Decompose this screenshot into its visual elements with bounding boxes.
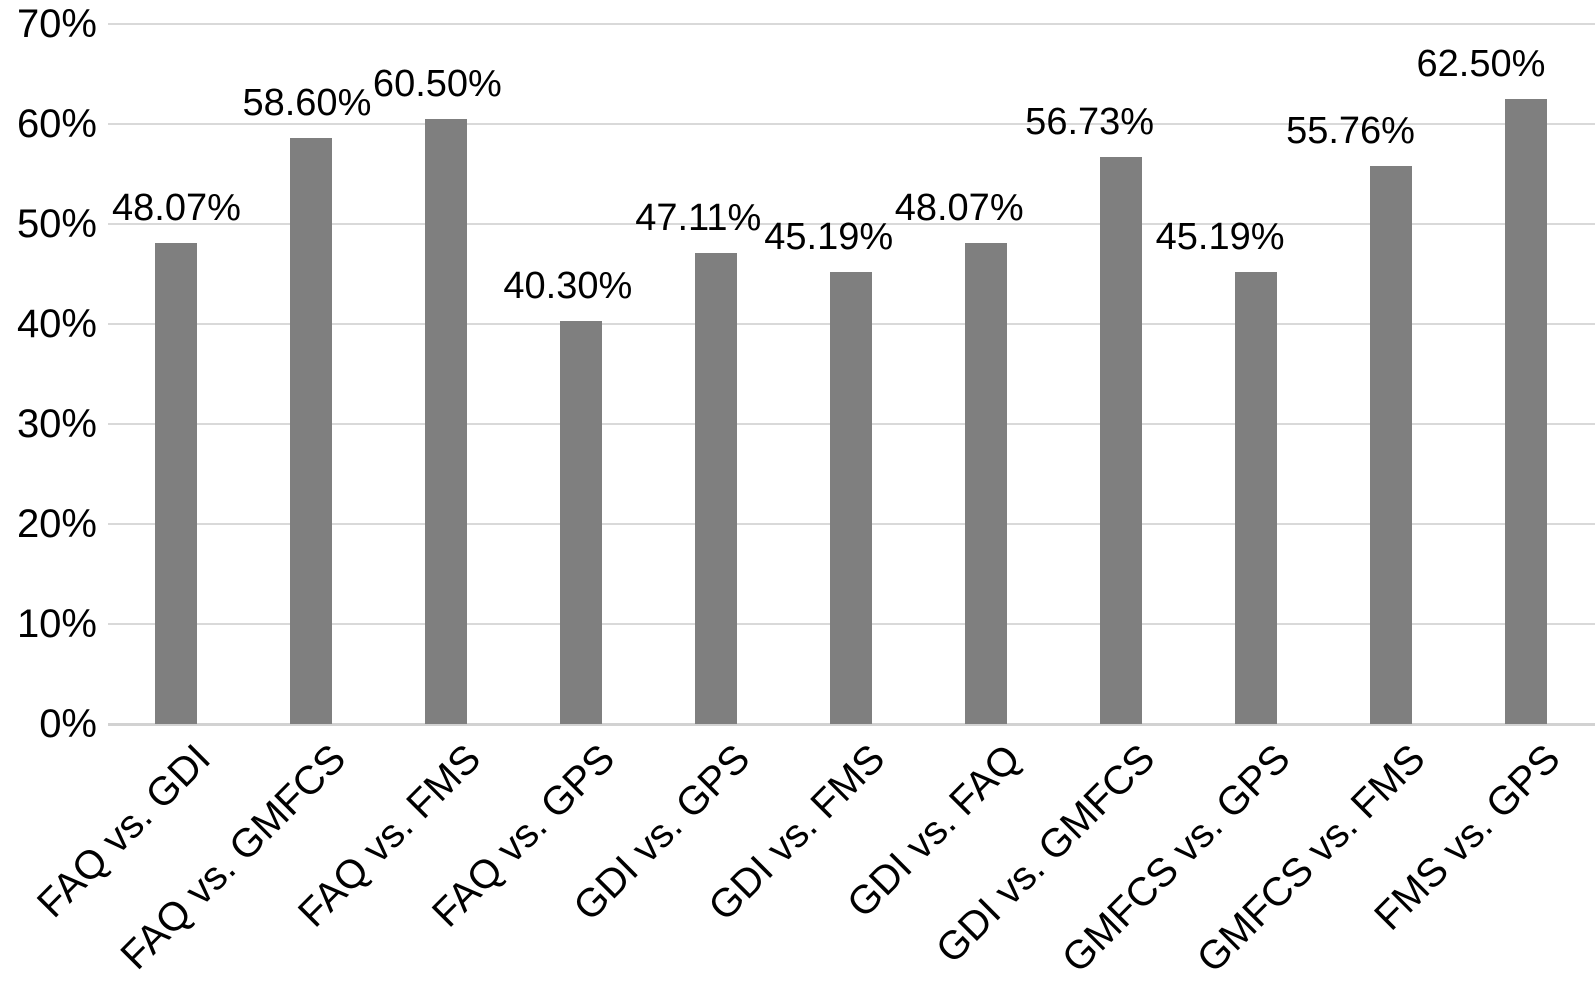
bar bbox=[1100, 156, 1143, 724]
bar-data-label: 40.30% bbox=[503, 265, 633, 307]
gridline bbox=[108, 223, 1595, 225]
y-tick-label: 30% bbox=[16, 402, 97, 446]
y-tick-label: 60% bbox=[16, 102, 97, 146]
y-tick-label: 10% bbox=[16, 602, 97, 646]
bar bbox=[1504, 99, 1547, 724]
bar bbox=[830, 272, 873, 724]
y-tick-label: 0% bbox=[39, 702, 97, 746]
x-axis-line bbox=[108, 723, 1595, 726]
bar bbox=[425, 119, 468, 724]
bar-data-label: 56.73% bbox=[1025, 100, 1155, 143]
bar bbox=[965, 243, 1008, 724]
bar-data-label: 58.60% bbox=[242, 82, 372, 124]
x-category-label: GMFCS vs. FMS bbox=[1188, 736, 1434, 982]
bar-data-label: 60.50% bbox=[372, 63, 502, 105]
x-category-label: FAQ vs. GMFCS bbox=[112, 736, 354, 978]
y-tick-label: 40% bbox=[16, 302, 97, 346]
bar bbox=[1370, 166, 1413, 724]
bar-data-label: 45.19% bbox=[1155, 216, 1285, 259]
bar-data-label: 48.07% bbox=[112, 187, 241, 230]
y-tick-label: 20% bbox=[16, 502, 97, 546]
bar-data-label: 45.19% bbox=[764, 216, 894, 259]
bar bbox=[290, 138, 333, 724]
gridline bbox=[108, 23, 1595, 25]
x-category-label: GMFCS vs. GPS bbox=[1053, 736, 1299, 982]
bar-data-label: 47.11% bbox=[635, 196, 762, 239]
gridline bbox=[108, 123, 1595, 125]
y-tick-label: 50% bbox=[16, 202, 97, 246]
bar-data-label: 48.07% bbox=[894, 187, 1024, 230]
bar bbox=[695, 252, 738, 724]
bar-data-label: 62.50% bbox=[1416, 43, 1546, 85]
bar bbox=[155, 243, 198, 724]
bar bbox=[1235, 272, 1278, 724]
bar bbox=[560, 321, 603, 724]
y-tick-label: 70% bbox=[16, 2, 97, 46]
bar-data-label: 55.76% bbox=[1286, 110, 1415, 153]
